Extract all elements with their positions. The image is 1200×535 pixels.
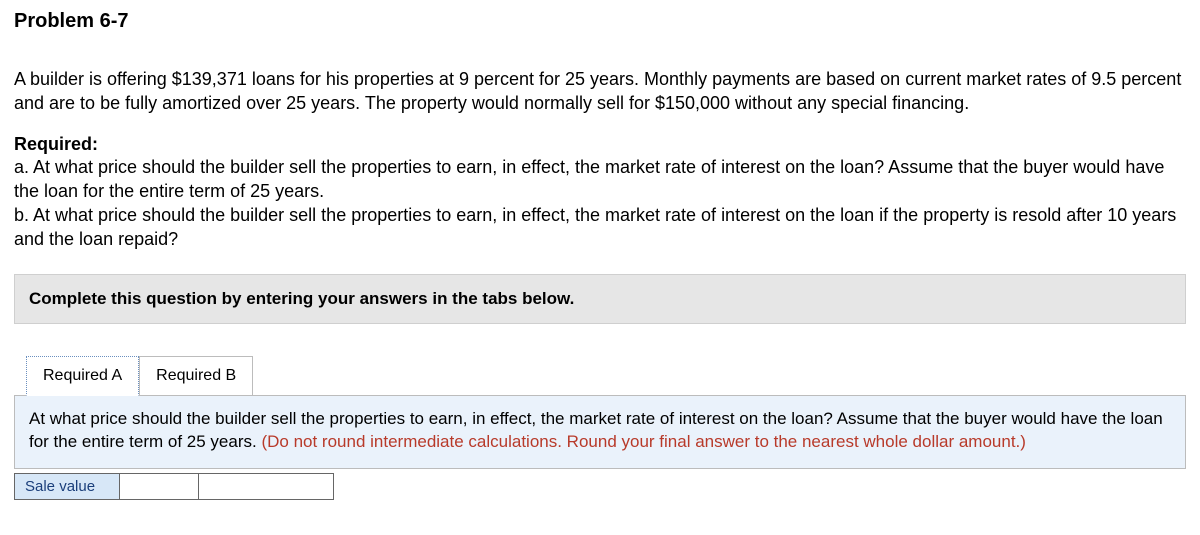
problem-paragraph: A builder is offering $139,371 loans for… — [14, 67, 1186, 116]
problem-title: Problem 6-7 — [14, 10, 1186, 33]
tab-hint-text: (Do not round intermediate calculations.… — [261, 432, 1025, 451]
answer-gap — [120, 473, 198, 500]
answer-label: Sale value — [14, 473, 120, 500]
tabs-row: Required A Required B — [14, 356, 1186, 396]
requirement-b: b. At what price should the builder sell… — [14, 203, 1186, 252]
sale-value-input[interactable] — [198, 473, 334, 500]
answer-panel: Complete this question by entering your … — [14, 274, 1186, 500]
tab-required-a[interactable]: Required A — [26, 356, 139, 396]
answer-row: Sale value — [14, 473, 1186, 500]
required-header: Required: — [14, 134, 1186, 155]
requirement-a: a. At what price should the builder sell… — [14, 155, 1186, 204]
tab-body: At what price should the builder sell th… — [14, 395, 1186, 469]
tab-required-b[interactable]: Required B — [139, 356, 253, 396]
instruction-bar: Complete this question by entering your … — [14, 274, 1186, 324]
